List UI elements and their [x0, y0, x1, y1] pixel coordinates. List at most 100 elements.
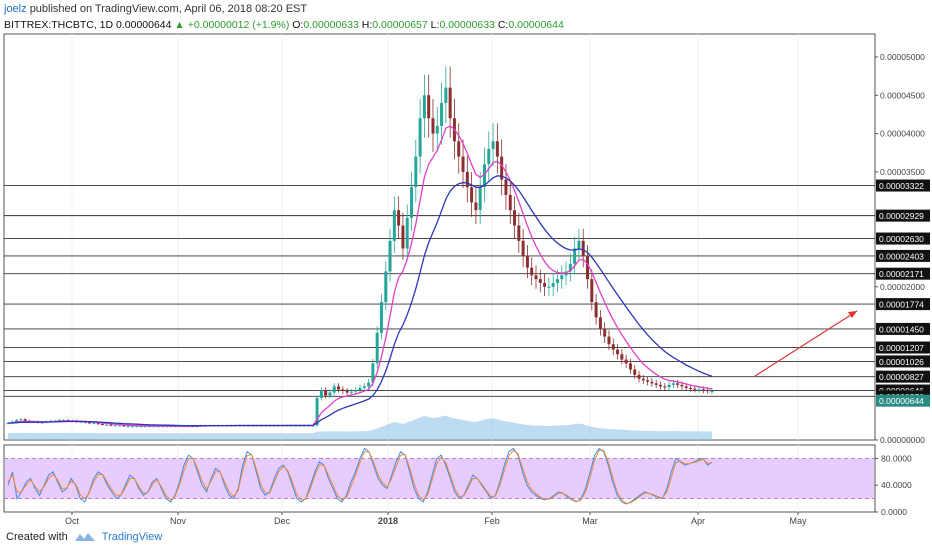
y-tick-label: 0.00004000 — [880, 129, 925, 139]
level-label-bg — [876, 298, 930, 311]
candle-body — [126, 426, 130, 428]
level-label: 0.00001774 — [879, 300, 924, 310]
last-price-label: 0.00000644 — [879, 396, 924, 406]
candle-body — [577, 240, 581, 249]
candle-body — [530, 267, 534, 276]
candle-body — [607, 336, 611, 345]
candle-body — [508, 194, 512, 211]
price-pane-border — [3, 33, 876, 441]
level-label-bg — [876, 341, 930, 354]
candle-body — [156, 426, 160, 428]
candle-body — [560, 275, 564, 280]
open-label: O: — [292, 19, 304, 31]
candle-body — [397, 210, 401, 226]
candle-body — [611, 344, 615, 350]
level-label-bg — [876, 249, 930, 262]
level-label: 0.00001450 — [879, 324, 924, 334]
candle-body — [379, 302, 383, 333]
candle-body — [319, 390, 323, 398]
candle-body — [118, 425, 122, 427]
candle-body — [349, 391, 353, 393]
chart-canvas[interactable]: 0.00003322 0.00002929 0.00002630 0.00002403… — [0, 0, 932, 530]
candle-body — [616, 349, 620, 355]
candle-body — [345, 390, 349, 393]
candle-body — [19, 419, 23, 421]
stoch-k-line — [7, 447, 713, 505]
stoch-tick-label: 0.0000 — [881, 507, 907, 517]
candle-body — [100, 423, 104, 425]
candle-body — [482, 164, 486, 188]
candle-body — [461, 156, 465, 172]
candle-body — [392, 210, 396, 241]
stoch-tick-label: 80.0000 — [881, 453, 912, 463]
candle-body — [573, 248, 577, 264]
candle-body — [598, 317, 602, 329]
level-label-bg — [876, 322, 930, 335]
candle-body — [491, 141, 495, 149]
stoch-pane-border — [3, 444, 876, 513]
candle-body — [470, 187, 474, 203]
candle-body — [513, 210, 517, 226]
candle-body — [15, 420, 19, 422]
candle-body — [680, 384, 684, 387]
x-tick-label: Nov — [170, 516, 187, 526]
candle-body — [109, 424, 113, 426]
candle-body — [538, 279, 542, 283]
x-tick-label: Feb — [484, 516, 500, 526]
candle-body — [581, 240, 585, 257]
candle-body — [543, 282, 547, 287]
open-value: 0.00000633 — [303, 19, 359, 31]
candle-body — [646, 380, 650, 382]
last-price-bg — [876, 394, 930, 407]
level-label-bg — [876, 232, 930, 245]
level-label-bg — [876, 370, 930, 383]
y-tick-label: 0.00002000 — [880, 282, 925, 292]
candle-body — [637, 374, 641, 379]
x-tick-label: Dec — [274, 516, 291, 526]
candle-body — [465, 171, 469, 188]
candle-body — [148, 426, 152, 428]
trend-arrow — [754, 310, 858, 377]
candle-body — [684, 386, 688, 388]
candle-body — [384, 271, 388, 303]
candle-body — [706, 390, 710, 392]
candle-body — [495, 141, 499, 157]
candle-body — [448, 87, 452, 119]
volume-area — [8, 415, 712, 440]
candle-body — [130, 426, 134, 428]
candle-body — [337, 386, 341, 390]
arrow-line — [754, 310, 858, 377]
candle-body — [388, 240, 392, 272]
ema-fast-line — [7, 125, 713, 427]
tradingview-link[interactable]: TradingView — [101, 531, 163, 543]
candle-body — [23, 419, 27, 421]
candle-body — [88, 422, 92, 424]
candle-body — [547, 286, 551, 288]
y-tick-label: 0.00004500 — [880, 90, 925, 100]
level-label-bg — [876, 267, 930, 280]
close-label: C: — [497, 19, 509, 31]
level-label: 0.00002630 — [879, 234, 924, 244]
candle-body — [152, 426, 156, 428]
author-link[interactable]: joelz — [4, 3, 27, 15]
candle-body — [410, 187, 414, 218]
candle-body — [641, 378, 645, 381]
candle-body — [113, 425, 117, 427]
low-value: 0.00000633 — [439, 19, 495, 31]
candle-body — [367, 382, 371, 387]
candle-body — [96, 423, 100, 425]
x-tick-label: 2018 — [378, 516, 398, 526]
x-tick-label: Oct — [65, 516, 80, 526]
candle-body — [586, 256, 590, 280]
candle-body — [435, 125, 439, 134]
candle-body — [487, 148, 491, 165]
candle-body — [603, 328, 607, 337]
footer: Created with TradingView — [6, 531, 162, 543]
candle-body — [517, 225, 521, 241]
level-label: 0.00001026 — [879, 357, 924, 367]
high-value: 0.00000657 — [372, 19, 428, 31]
y-tick-label: 0.00005000 — [880, 52, 925, 62]
y-tick-label: 0.00000000 — [880, 435, 925, 445]
candle-body — [650, 381, 654, 384]
level-label: 0.00001207 — [879, 343, 924, 353]
